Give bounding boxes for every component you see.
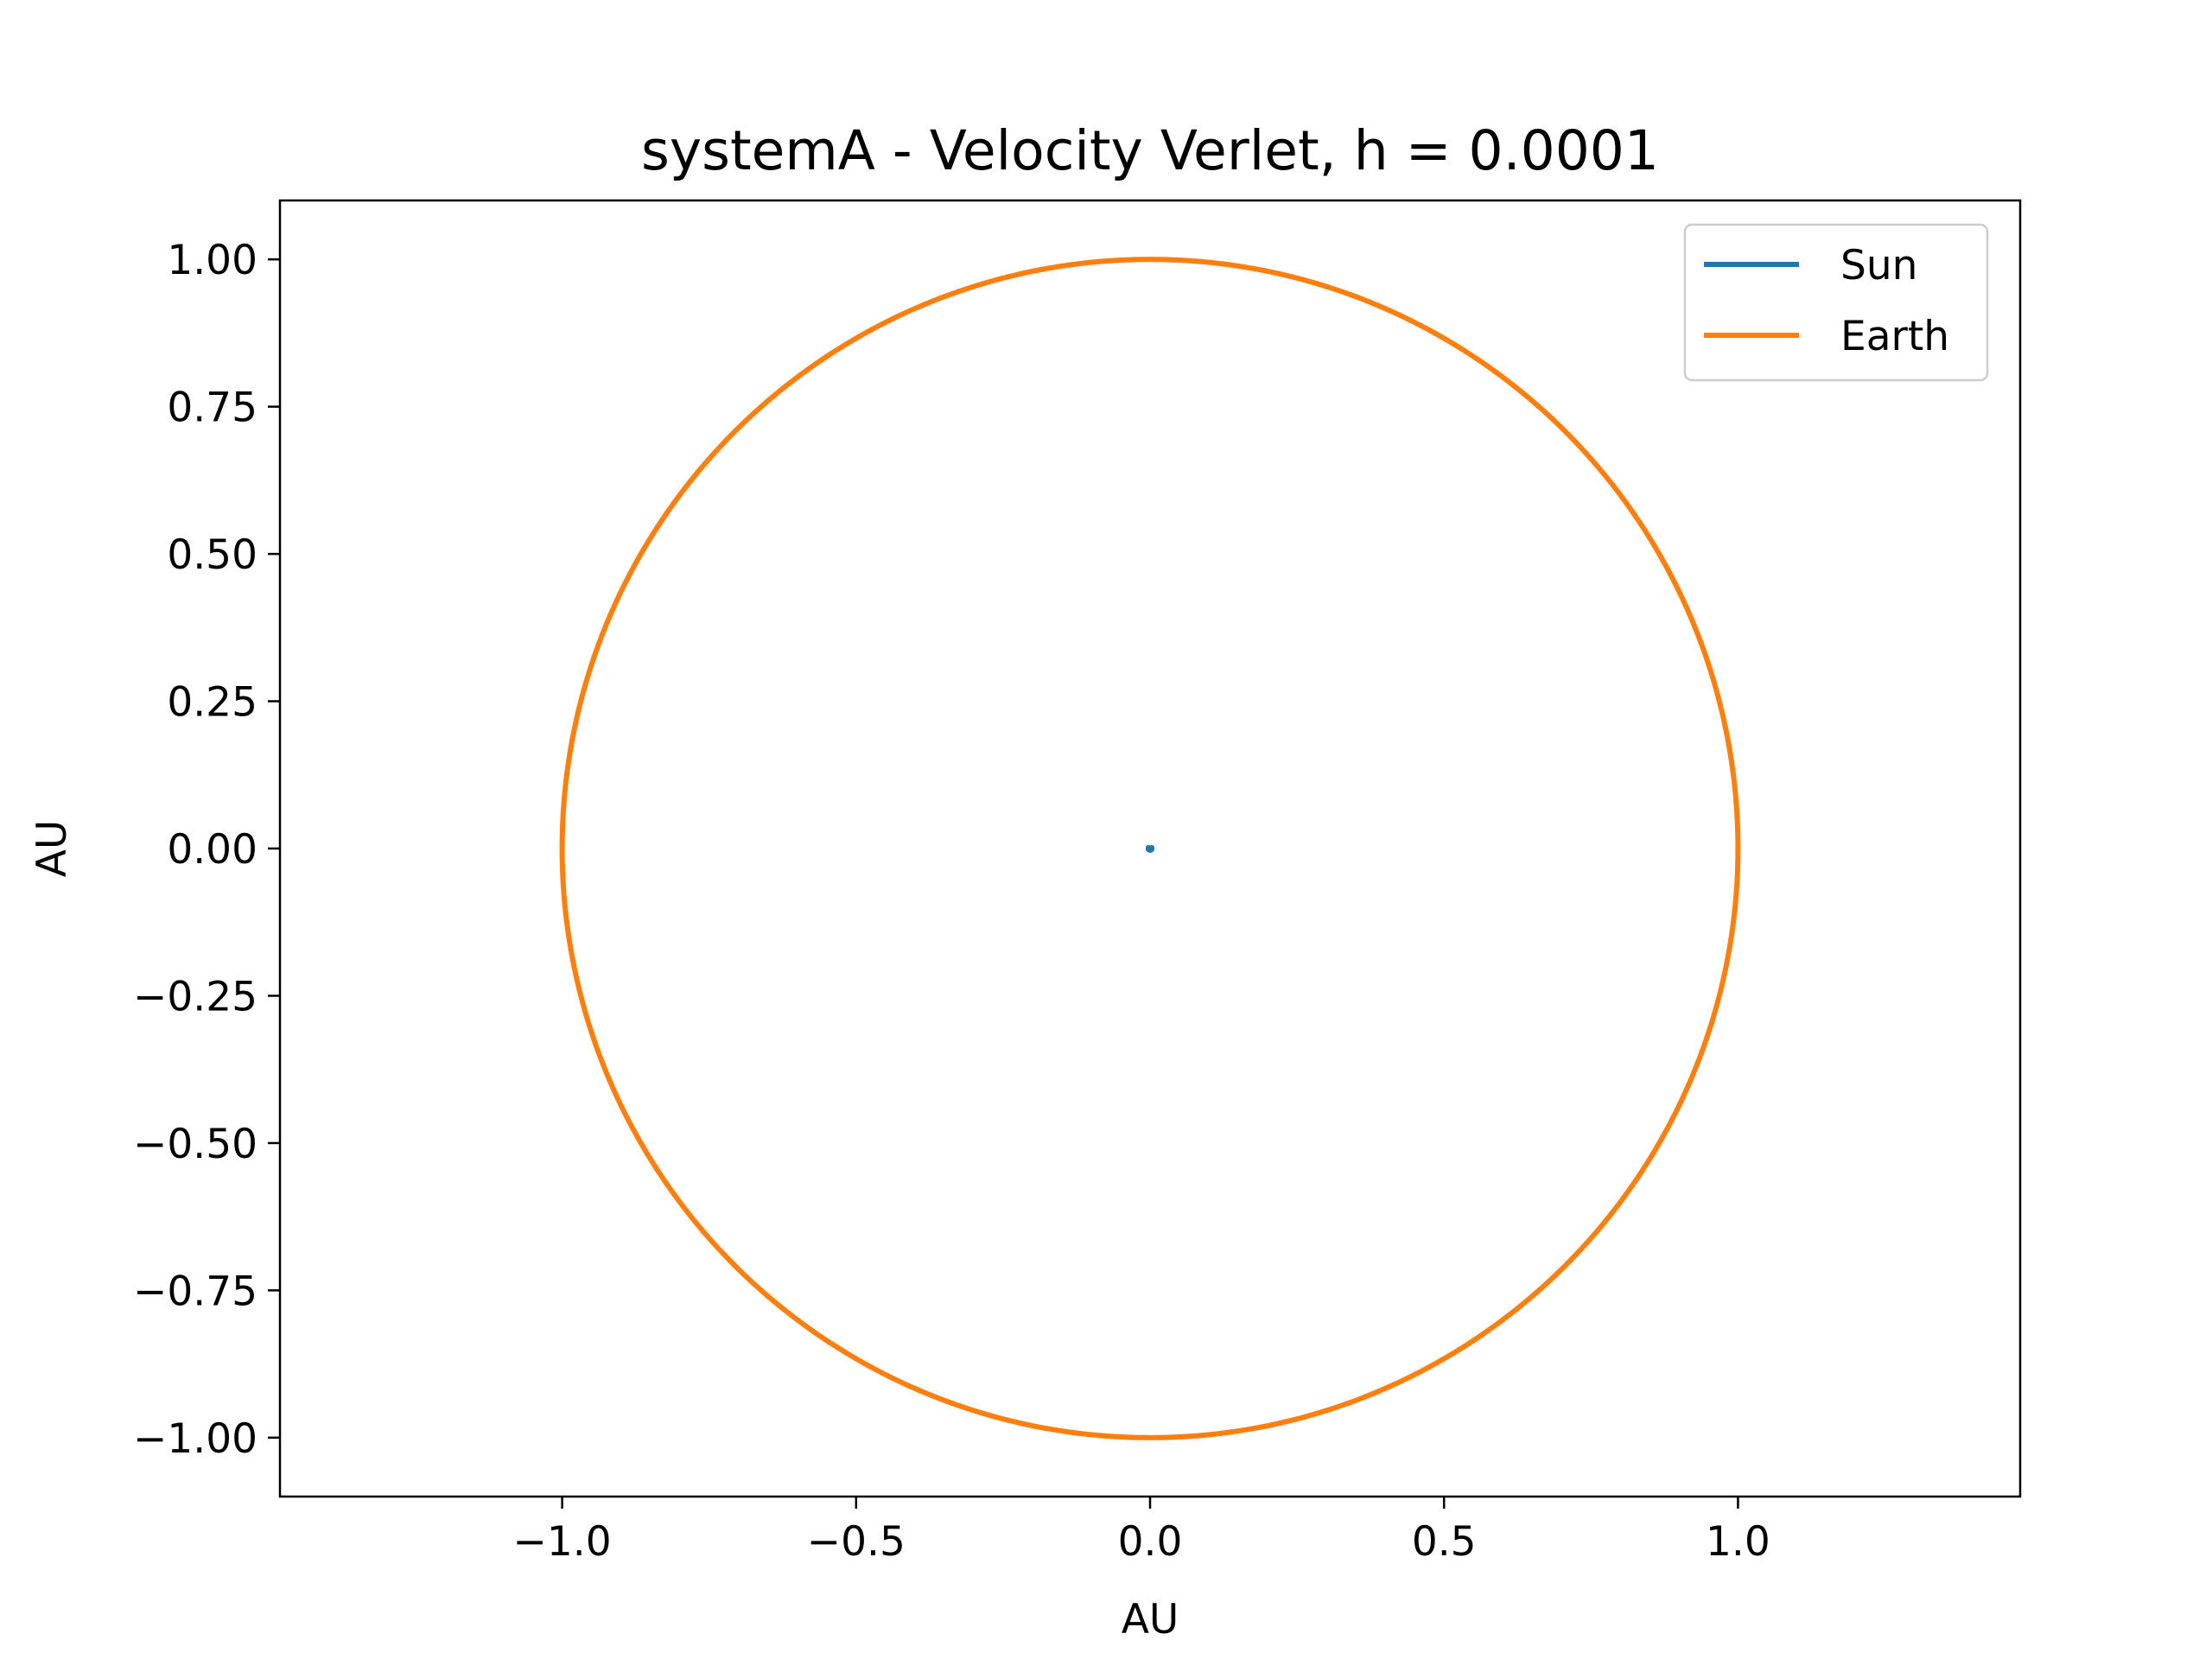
- y-axis-label: AU: [29, 820, 76, 878]
- y-tick-label: 0.75: [167, 385, 257, 432]
- x-axis-ticks: −1.0 −0.5 0.0 0.5 1.0: [513, 1497, 1770, 1566]
- x-tick-label: −0.5: [807, 1518, 906, 1566]
- legend-item-earth: Earth: [1704, 313, 1949, 360]
- y-tick-label: −0.75: [133, 1268, 257, 1315]
- y-tick-label: 0.50: [167, 531, 257, 579]
- chart-title: systemA - Velocity Verlet, h = 0.0001: [641, 119, 1659, 182]
- y-tick-label: 0.25: [167, 679, 257, 727]
- y-tick-label: 0.00: [167, 826, 257, 874]
- legend-item-sun: Sun: [1704, 242, 1917, 289]
- series-line-sun: [1145, 844, 1155, 854]
- x-tick-label: 0.0: [1118, 1518, 1183, 1566]
- series-group: [559, 257, 1741, 1440]
- x-tick-label: 1.0: [1706, 1518, 1770, 1566]
- y-axis-ticks: 1.00 0.75 0.50 0.25 0.00 −0.25 −0.50 −0.75 −1.00: [133, 237, 280, 1463]
- y-tick-label: 1.00: [167, 237, 257, 284]
- x-axis-label: AU: [1122, 1596, 1179, 1643]
- legend-label: Earth: [1840, 313, 1949, 360]
- x-tick-label: 0.5: [1412, 1518, 1477, 1566]
- y-tick-label: −0.50: [133, 1121, 257, 1168]
- x-tick-label: −1.0: [513, 1518, 612, 1566]
- series-line-earth: [559, 257, 1741, 1440]
- y-tick-label: −0.25: [133, 973, 257, 1020]
- y-tick-label: −1.00: [133, 1415, 257, 1463]
- legend: Sun Earth: [1683, 223, 1989, 382]
- legend-label: Sun: [1840, 242, 1917, 289]
